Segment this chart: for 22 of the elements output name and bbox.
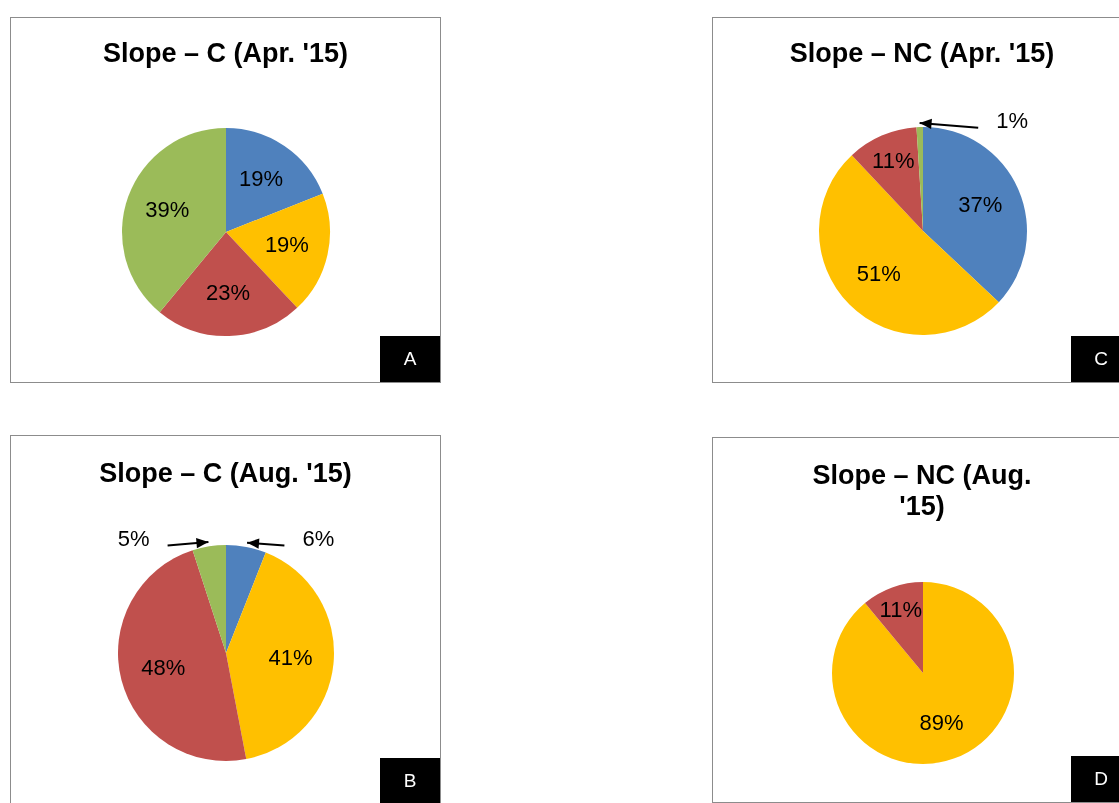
data-label: 6%	[302, 525, 335, 551]
data-label: 89%	[919, 710, 964, 736]
data-label: 39%	[145, 196, 190, 222]
text: D	[1071, 756, 1119, 802]
data-label: 41%	[268, 645, 313, 671]
text: A	[380, 336, 440, 382]
data-label: 48%	[141, 655, 186, 681]
data-label: 19%	[239, 166, 284, 192]
text: B	[380, 758, 440, 803]
data-label: 51%	[856, 261, 901, 287]
chart-title: Slope – NC (Aug. '15)	[811, 460, 1033, 522]
data-label: 23%	[205, 280, 250, 306]
data-label: 5%	[117, 525, 150, 551]
chart-title: Slope – NC (Apr. '15)	[788, 38, 1056, 69]
data-label: 19%	[264, 231, 309, 257]
data-label: 11%	[879, 597, 923, 623]
chart-title: Slope – C (Aug. '15)	[98, 458, 353, 489]
data-label: 37%	[958, 192, 1003, 218]
data-label: 11%	[872, 148, 915, 174]
chart-title: Slope – C (Apr. '15)	[102, 38, 349, 69]
text: C	[1071, 336, 1119, 382]
data-label: 1%	[996, 107, 1029, 133]
